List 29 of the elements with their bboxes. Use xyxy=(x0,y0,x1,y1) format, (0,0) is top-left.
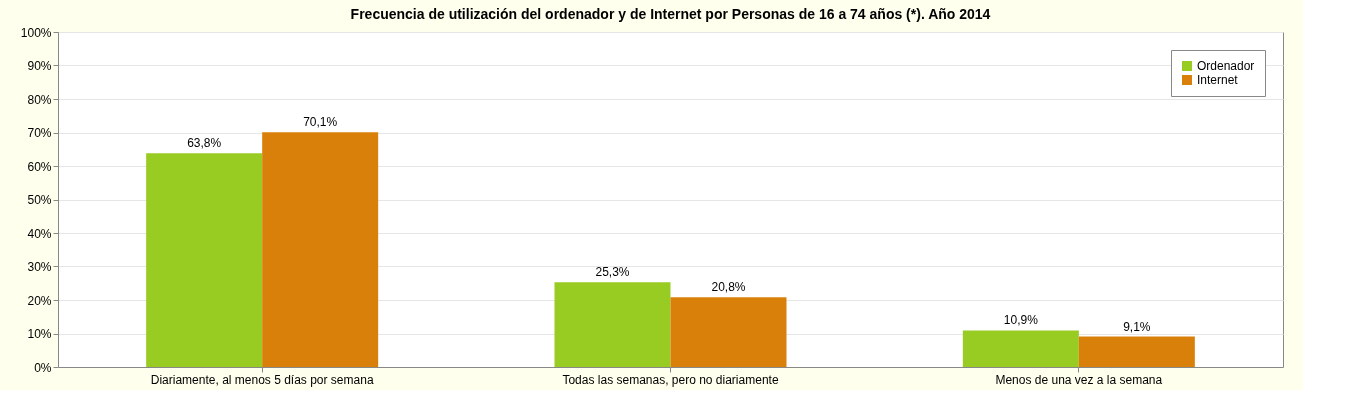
y-tick-label: 80% xyxy=(27,92,52,107)
y-tick-label: 100% xyxy=(20,25,52,40)
data-label: 25,3% xyxy=(595,265,630,280)
y-tick-label: 40% xyxy=(27,226,52,241)
y-tick-label: 90% xyxy=(27,59,52,73)
y-tick-label: 50% xyxy=(27,193,52,207)
y-tick-label: 10% xyxy=(27,327,52,341)
bar xyxy=(146,153,263,367)
bar xyxy=(1078,336,1195,367)
y-tick-label: 60% xyxy=(27,159,52,174)
data-label: 10,9% xyxy=(1003,313,1039,328)
bar xyxy=(670,297,787,367)
x-tick-label: Todas las semanas, pero no diariamente xyxy=(562,372,779,387)
bar xyxy=(262,132,379,367)
x-tick-label: Menos de una vez a la semana xyxy=(995,372,1163,387)
legend-label: Ordenador xyxy=(1197,59,1255,73)
data-label: 9,1% xyxy=(1123,319,1151,334)
y-tick-label: 30% xyxy=(27,260,52,274)
data-label: 20,8% xyxy=(711,280,746,295)
bar xyxy=(554,282,671,367)
y-tick-label: 20% xyxy=(27,293,52,308)
legend-label: Internet xyxy=(1197,73,1239,87)
bar xyxy=(962,330,1079,367)
data-label: 70,1% xyxy=(303,115,338,130)
y-tick-label: 0% xyxy=(34,360,52,375)
y-tick-label: 70% xyxy=(27,126,52,140)
data-label: 63,8% xyxy=(187,136,222,151)
chart-title: Frecuencia de utilización del ordenador y de Internet por Personas de 16 a 74 años (*). Año 2014 xyxy=(350,6,991,22)
x-tick-label: Diariamente, al menos 5 días por semana xyxy=(150,372,374,387)
